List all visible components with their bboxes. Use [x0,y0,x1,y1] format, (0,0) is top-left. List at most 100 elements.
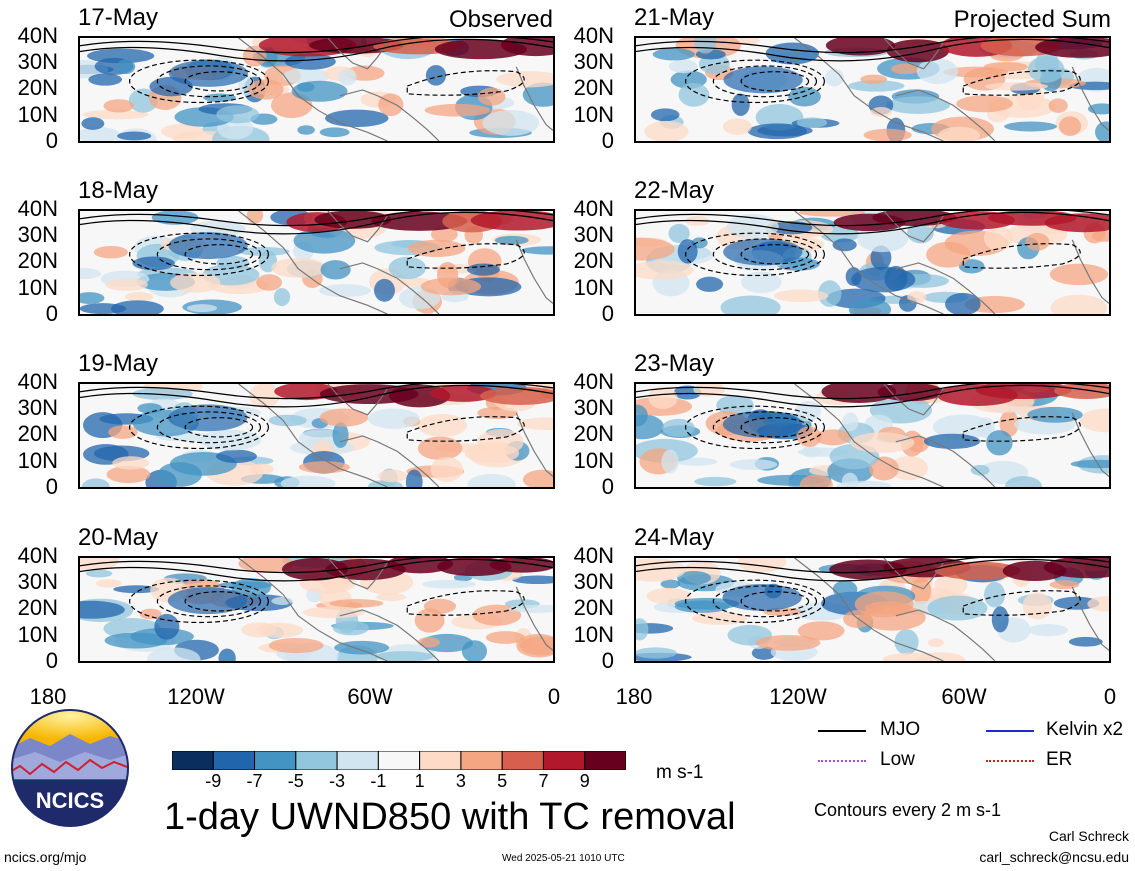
colorbar-swatch [460,750,503,771]
lon-label-120w-left: 120W [167,684,225,709]
low-legend-line [818,760,866,762]
contours-note: Contours every 2 m s-1 [814,800,1002,820]
lat-label-40n: 40N [573,196,614,221]
panel-date-4: 20-May [78,524,159,551]
lon-label-60w-right: 60W [941,684,987,709]
colorbar-swatch [254,750,297,771]
lat-label-10n: 10N [17,275,58,300]
lon-label-120w-right: 120W [769,684,827,709]
colorbar-swatch [419,750,462,771]
lon-label-180-right: 180 [615,684,653,709]
mjo-legend-line [818,730,866,732]
colorbar-tick-label: 3 [455,771,466,791]
lat-label-0: 0 [601,128,614,153]
lat-label-0: 0 [45,474,58,499]
map-panel-6 [634,209,1111,316]
lat-label-30n: 30N [17,569,58,594]
map-panel-4 [78,556,555,663]
lon-label-0-left: 0 [547,684,561,709]
colorbar-tick-label: -1 [370,771,387,791]
lat-label-30n: 30N [573,49,614,74]
lat-label-20n: 20N [573,421,614,446]
map-panel-2 [78,209,555,316]
lat-label-40n: 40N [17,23,58,48]
lat-label-0: 0 [45,648,58,673]
lat-label-0: 0 [601,301,614,326]
lat-label-0: 0 [601,648,614,673]
panel-date-6: 22-May [634,177,715,204]
lon-label-180-left: 180 [29,684,67,709]
lat-label-0: 0 [45,301,58,326]
lat-label-10n: 10N [573,102,614,127]
lat-label-30n: 30N [573,569,614,594]
map-panel-7 [634,382,1111,489]
logo-text: NCICS [36,788,104,813]
lon-label-0-right: 0 [1103,684,1117,709]
panel-date-7: 23-May [634,350,715,377]
ncics-logo: NCICS [10,708,130,828]
kelvin-legend-label: Kelvin x2 [1046,719,1124,740]
map-panel-8 [634,556,1111,663]
lat-label-20n: 20N [573,595,614,620]
lat-label-0: 0 [601,474,614,499]
colorbar-swatch [542,750,586,771]
lat-label-20n: 20N [17,248,58,273]
colorbar-tick-label: 1 [414,771,425,791]
lat-label-40n: 40N [17,196,58,221]
footer-email: carl_schreck@ncsu.edu [979,849,1129,865]
colorbar-swatch [212,750,256,771]
map-panel-1 [78,36,555,143]
colorbar-swatch [171,750,214,771]
lat-label-40n: 40N [573,543,614,568]
panel-date-2: 18-May [78,177,159,204]
lat-label-10n: 10N [17,448,58,473]
footer-author: Carl Schreck [1048,828,1129,844]
lat-label-10n: 10N [573,448,614,473]
lat-label-40n: 40N [573,369,614,394]
panel-date-5: 21-May [634,4,715,31]
lat-label-30n: 30N [17,395,58,420]
colorbar-swatch [377,750,421,771]
colorbar-swatch [295,750,338,771]
lat-label-30n: 30N [573,395,614,420]
colorbar-swatch [336,750,379,771]
map-panel-5 [634,36,1111,143]
lat-label-0: 0 [45,128,58,153]
lat-label-30n: 30N [573,222,614,247]
colorbar-tick-label: -3 [329,771,346,791]
lat-label-20n: 20N [573,248,614,273]
mjo-legend-label: MJO [880,719,921,740]
lat-label-20n: 20N [17,595,58,620]
colorbar-tick-label: -7 [246,771,263,791]
lat-label-10n: 10N [17,622,58,647]
lat-label-40n: 40N [17,369,58,394]
lon-label-60w-left: 60W [347,684,393,709]
lat-label-10n: 10N [17,102,58,127]
lat-label-40n: 40N [17,543,58,568]
figure-title: 1-day UWND850 with TC removal [164,796,736,838]
footer-timestamp: Wed 2025-05-21 1010 UTC [502,853,625,864]
colorbar-tick-label: 5 [497,771,508,791]
lat-label-10n: 10N [573,275,614,300]
lat-label-30n: 30N [17,49,58,74]
lat-label-20n: 20N [17,421,58,446]
kelvin-legend-line [986,730,1034,732]
colorbar-tick-label: -5 [287,771,304,791]
lat-label-20n: 20N [17,75,58,100]
lat-label-10n: 10N [573,622,614,647]
colorbar-tick-label: 7 [538,771,549,791]
panel-tag-observed: Observed [448,6,553,33]
panel-date-1: 17-May [78,4,159,31]
colorbar-tick-label: -9 [205,771,222,791]
colorbar-swatch [501,750,544,771]
footer-url: ncics.org/mjo [4,849,87,865]
map-panel-3 [78,382,555,489]
er-legend-label: ER [1046,749,1073,770]
panel-tag-projected: Projected Sum [953,6,1111,33]
lat-label-20n: 20N [573,75,614,100]
panel-date-3: 19-May [78,350,159,377]
colorbar-tick-label: 9 [579,771,590,791]
low-legend-label: Low [880,749,915,770]
er-legend-line [986,760,1034,762]
panel-date-8: 24-May [634,524,715,551]
